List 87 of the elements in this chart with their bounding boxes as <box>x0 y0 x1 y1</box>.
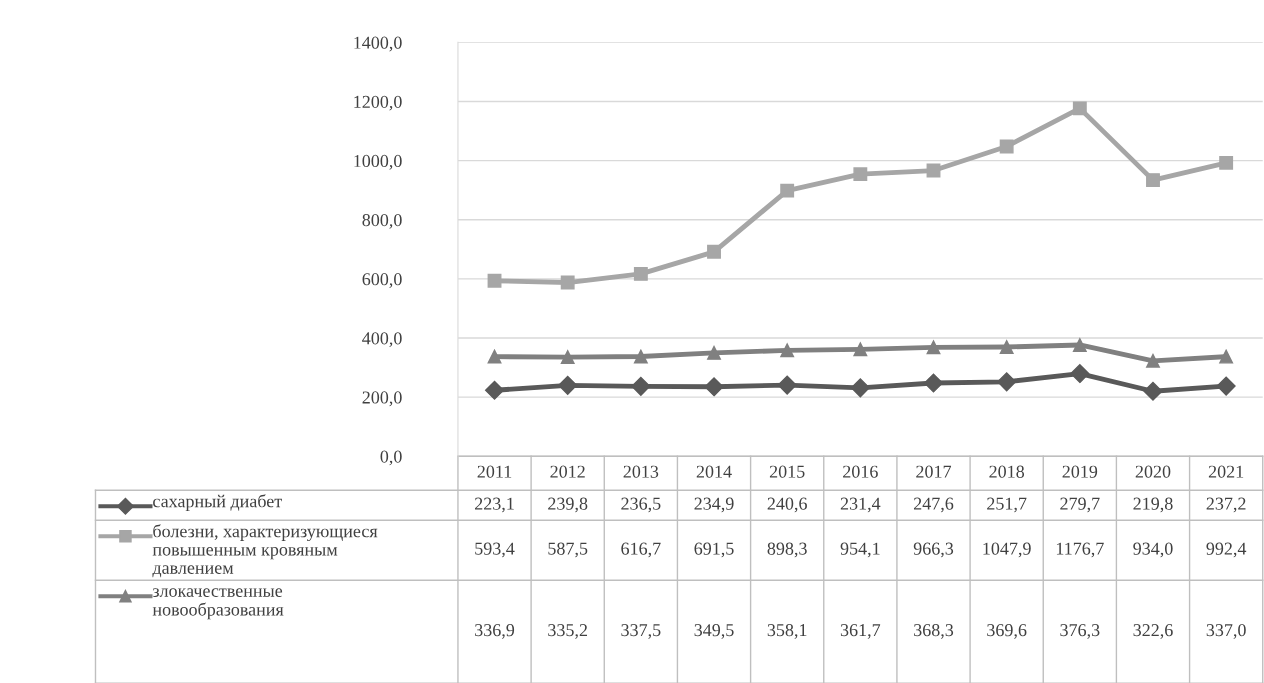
x-tick-label: 2019 <box>1062 465 1098 478</box>
point <box>558 375 578 395</box>
point <box>1219 155 1234 170</box>
y-tick-label: 200,0 <box>362 391 402 407</box>
data-label: 587,5 <box>548 542 588 558</box>
x-tick-label: 2018 <box>989 465 1025 478</box>
x-tick-label: 2016 <box>843 465 878 478</box>
point <box>633 266 648 281</box>
data-label: 240,6 <box>767 497 807 513</box>
point <box>850 378 870 398</box>
data-label: 369,6 <box>987 624 1027 639</box>
point <box>999 340 1014 354</box>
legend-label: злокачественные новообразования <box>152 588 284 620</box>
data-label: 934,0 <box>1133 542 1173 558</box>
y-tick-label: 400,0 <box>362 332 402 348</box>
x-tick-label: 2021 <box>1208 465 1244 478</box>
data-label: 279,7 <box>1060 497 1100 513</box>
y-tick-label: 600,0 <box>362 273 402 288</box>
point <box>487 273 502 288</box>
y-tick-label: 800,0 <box>362 213 402 229</box>
point <box>560 275 575 290</box>
point <box>707 244 721 259</box>
point <box>1143 381 1163 401</box>
point <box>999 139 1014 154</box>
point <box>633 349 648 364</box>
x-tick-label: 2014 <box>696 465 732 478</box>
point <box>997 372 1017 392</box>
x-tick-label: 2011 <box>477 465 512 478</box>
data-label: 954,1 <box>840 542 880 558</box>
point <box>631 376 651 396</box>
point <box>926 340 941 355</box>
point <box>1070 364 1090 384</box>
legend-label: сахарный диабет <box>153 494 282 511</box>
data-label: 358,1 <box>767 624 807 639</box>
point <box>1072 101 1087 116</box>
y-tick-label: 1400,0 <box>354 36 402 52</box>
data-label: 349,5 <box>694 624 734 639</box>
data-label: 247,6 <box>913 497 954 513</box>
data-label: 992,4 <box>1206 542 1247 558</box>
data-label: 1176,7 <box>1056 542 1104 558</box>
data-label: 336,9 <box>475 624 515 639</box>
data-label: 231,4 <box>840 497 881 513</box>
point <box>704 377 724 397</box>
point <box>777 375 797 395</box>
point <box>1146 353 1160 368</box>
data-label: 236,5 <box>621 497 661 513</box>
data-label: 337,0 <box>1206 624 1246 639</box>
point <box>853 167 868 182</box>
data-label: 239,8 <box>548 497 588 513</box>
point <box>923 373 944 393</box>
y-tick-label: 1000,0 <box>354 154 402 170</box>
point <box>707 345 721 360</box>
data-label: 361,7 <box>840 624 881 639</box>
data-label: 691,5 <box>694 542 734 558</box>
data-label: 234,9 <box>694 497 734 513</box>
data-label: 251,7 <box>987 497 1027 513</box>
point <box>1216 376 1236 396</box>
point <box>560 350 575 365</box>
data-label: 593,4 <box>475 542 515 558</box>
data-label: 337,5 <box>621 624 661 639</box>
point <box>780 183 795 198</box>
point <box>780 343 795 358</box>
x-tick-label: 2017 <box>916 465 952 478</box>
point <box>926 163 941 178</box>
point <box>1146 173 1160 188</box>
point <box>487 349 502 364</box>
y-tick-label: 0,0 <box>380 450 402 466</box>
y-tick-label: 1200,0 <box>354 95 402 111</box>
data-label: 223,1 <box>475 497 514 513</box>
point <box>1072 338 1087 352</box>
data-label: 322,6 <box>1133 624 1173 639</box>
data-label: 1047,9 <box>983 542 1031 558</box>
point <box>484 380 505 400</box>
x-tick-label: 2015 <box>769 465 805 478</box>
data-label: 616,7 <box>621 542 661 558</box>
point <box>1219 349 1234 364</box>
point <box>853 342 868 357</box>
data-label: 368,3 <box>914 624 954 639</box>
data-label: 219,8 <box>1133 497 1173 513</box>
x-tick-label: 2020 <box>1135 465 1171 478</box>
data-label: 237,2 <box>1206 497 1246 513</box>
x-tick-label: 2013 <box>623 465 659 478</box>
data-label: 966,3 <box>913 542 954 558</box>
data-label: 898,3 <box>767 542 807 558</box>
x-tick-label: 2012 <box>550 465 585 478</box>
data-label: 335,2 <box>548 624 588 639</box>
data-label: 376,3 <box>1060 624 1100 639</box>
